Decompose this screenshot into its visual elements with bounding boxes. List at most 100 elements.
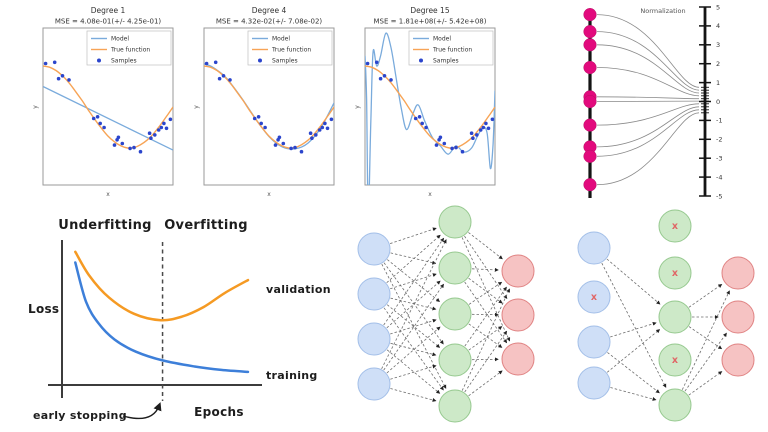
sample-point	[484, 121, 488, 126]
network-edge	[383, 262, 444, 345]
neural-network-dropout: x x x x	[577, 209, 755, 422]
sample-point	[259, 121, 263, 126]
regression-plot-degree-4: Degree 4 MSE = 4.32e-02(+/- 7.08e-02) Mo…	[193, 6, 335, 198]
legend-box	[408, 30, 494, 66]
normalization-curve	[596, 96, 700, 100]
network-edge	[468, 326, 503, 351]
loss-curves	[74, 242, 250, 401]
network-edge	[468, 277, 503, 304]
sample-point	[204, 61, 209, 66]
sample-point	[228, 78, 232, 82]
sample-point	[424, 125, 428, 130]
raw-value-dot	[583, 118, 597, 132]
loss-curves-diagram: Underfitting Overfitting Loss Epochs ear…	[28, 218, 331, 422]
hidden-node	[438, 297, 472, 331]
sample-point	[374, 60, 379, 65]
normalization-curve	[596, 109, 700, 157]
legend-label-model: Model	[433, 36, 451, 43]
output-node	[501, 298, 535, 332]
input-node	[357, 322, 391, 356]
input-node	[357, 232, 391, 266]
network-edge	[386, 234, 441, 283]
sample-point	[389, 78, 393, 82]
sample-point	[310, 136, 314, 140]
sample-point	[442, 141, 447, 146]
loss-axis-label: Loss	[28, 302, 59, 316]
training-curve	[74, 261, 250, 374]
sample-point	[263, 125, 267, 130]
network-edge	[606, 258, 661, 305]
network-edge	[688, 326, 723, 350]
output-node	[721, 343, 755, 377]
sample-point	[102, 125, 106, 130]
sample-point	[153, 133, 157, 137]
output-node	[721, 256, 755, 290]
x-axis-label: x	[428, 191, 432, 198]
true-function-curve	[204, 65, 334, 149]
axis-tick-label: -5	[716, 192, 722, 200]
sample-point	[149, 136, 153, 140]
sample-point	[120, 141, 125, 146]
legend-label-true-function: True function	[110, 47, 150, 54]
sample-point	[325, 126, 330, 131]
sample-point	[164, 126, 169, 131]
axis-tick-label: -4	[716, 173, 722, 181]
plot-mse-subtitle: MSE = 4.08e-01(+/- 4.25e-01)	[55, 18, 162, 26]
sample-point	[314, 133, 318, 137]
normalization-curve	[596, 44, 700, 94]
sample-point	[277, 135, 282, 140]
network-edge	[601, 262, 667, 388]
normalization-diagram: Normalization 5 4 3 2 1 0 -1 -2 -3 -4 -5	[583, 3, 722, 200]
sample-point	[317, 128, 322, 132]
axis-tick-label: -3	[716, 155, 722, 163]
sample-point	[273, 143, 278, 147]
legend-label-model: Model	[111, 36, 129, 43]
sample-point	[438, 135, 443, 140]
normalization-curve	[596, 31, 700, 91]
true-function-curve	[43, 65, 173, 149]
validation-label: validation	[266, 283, 331, 296]
x-axis-label: x	[106, 191, 110, 198]
network-edge	[464, 330, 508, 393]
plot-title: Degree 4	[252, 6, 287, 15]
overfitting-label: Overfitting	[164, 218, 248, 233]
normalization-curve	[596, 67, 700, 97]
sample-point	[132, 145, 136, 150]
hidden-node	[438, 251, 472, 285]
sample-point	[293, 145, 297, 150]
plot-border	[203, 27, 335, 186]
sample-point	[112, 143, 117, 147]
sample-point	[413, 116, 418, 121]
regression-plot-degree-1: Degree 1 MSE = 4.08e-01(+/- 4.25e-01) Mo…	[32, 6, 174, 198]
normalization-curve	[596, 112, 700, 186]
y-axis-label: y	[354, 105, 361, 109]
sample-point	[217, 76, 222, 81]
axis-tick-label: 5	[716, 3, 720, 11]
plot-legend: Model True function Samples	[247, 30, 333, 66]
legend-label-true-function: True function	[432, 47, 472, 54]
network-edge	[610, 387, 657, 401]
plot-border	[42, 27, 174, 186]
normalization-mapping: 5 4 3 2 1 0 -1 -2 -3 -4 -5	[583, 3, 722, 200]
raw-value-dot	[583, 25, 597, 39]
network-edge	[386, 280, 441, 329]
sample-point	[91, 116, 96, 121]
legend-samples-dot	[419, 58, 423, 63]
legend-label-true-function: True function	[271, 47, 311, 54]
sample-point	[471, 136, 475, 140]
plot-curves	[204, 60, 334, 154]
network-edge	[381, 263, 447, 389]
hidden-node	[438, 205, 472, 239]
early-stopping-arrow	[122, 402, 162, 420]
dropout-x-mark: x	[672, 355, 678, 366]
network-edge	[383, 307, 444, 391]
network-edge	[607, 352, 660, 394]
raw-value-dot	[583, 94, 597, 109]
network-edges	[381, 227, 511, 402]
plot-legend: Model True function Samples	[408, 30, 494, 66]
network-edge	[688, 284, 723, 308]
hidden-node	[438, 343, 472, 377]
hidden-node	[658, 300, 692, 334]
regression-plot-degree-15: Degree 15 MSE = 1.81e+08(+/- 5.42e+08) M…	[354, 6, 496, 198]
